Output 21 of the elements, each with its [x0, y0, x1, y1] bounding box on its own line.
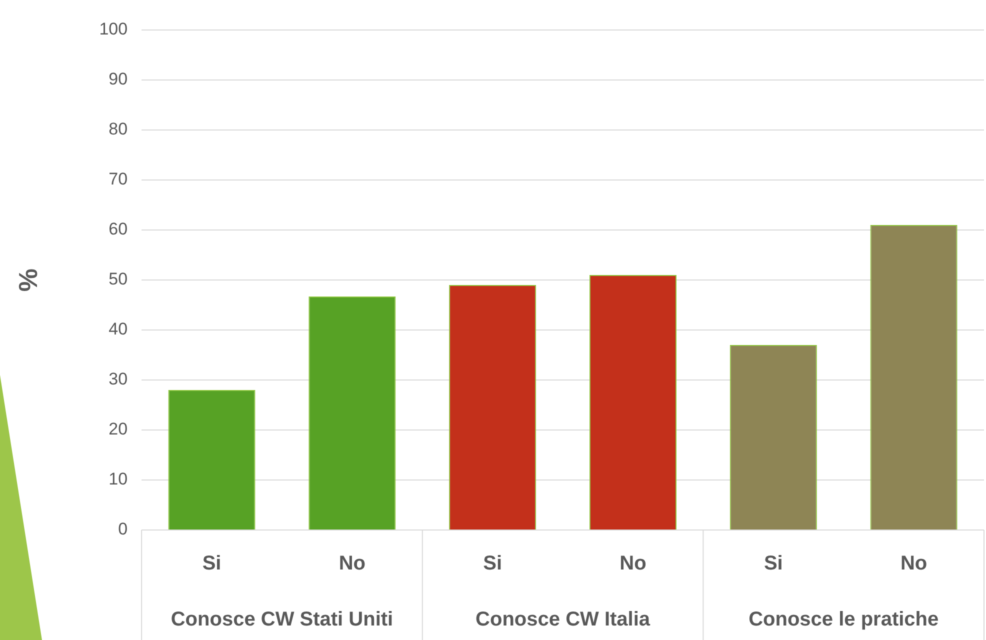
text: Conosce CW Italia	[476, 608, 651, 631]
y-tick-label: 50	[108, 270, 128, 289]
x-tick-label: No	[620, 552, 646, 575]
y-tick-label: 30	[108, 370, 128, 389]
y-tick-label: 90	[108, 70, 128, 89]
text: Conosce CW Stati Uniti	[170, 608, 394, 631]
x-tick-label: Si	[202, 552, 222, 575]
x-tick-label: No	[338, 552, 366, 575]
y-tick-label: 60	[108, 220, 128, 239]
y-tick-label: 100	[99, 20, 128, 39]
x-tick-label: No	[900, 552, 928, 575]
x-tick-label: Si	[483, 552, 502, 575]
y-tick-label: 80	[108, 120, 128, 139]
y-axis-title: %	[12, 268, 43, 292]
y-tick-label: 70	[108, 170, 128, 189]
y-tick-label: 40	[108, 320, 128, 339]
y-tick-label: 0	[118, 520, 128, 539]
x-tick-label: Si	[764, 552, 783, 575]
text: Conosce le pratiche	[748, 608, 939, 631]
y-tick-label: 20	[108, 420, 128, 439]
y-tick-label: 10	[108, 470, 128, 489]
